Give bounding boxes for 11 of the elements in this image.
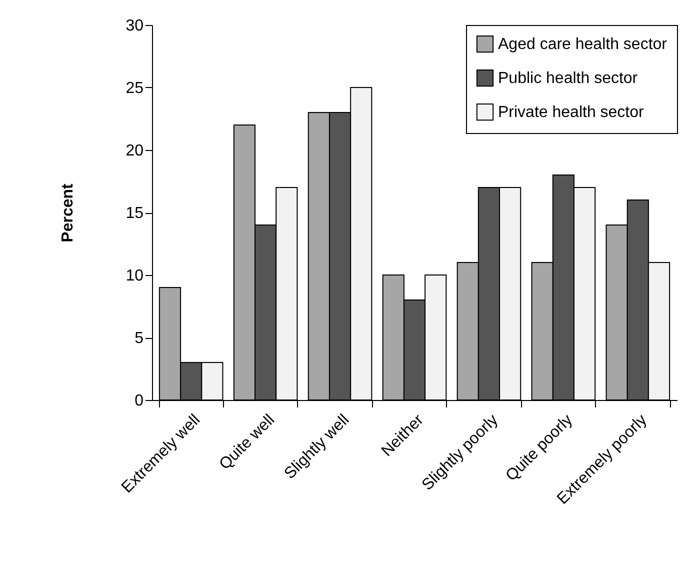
y-tick-label: 25 [126,80,144,97]
legend-label: Aged care health sector [498,36,668,53]
y-tick-label: 5 [134,330,144,347]
legend-label: Public health sector [498,70,638,87]
y-tick-label: 15 [126,205,144,222]
y-tick-label: 30 [126,18,144,34]
y-axis-title: Percent [60,182,77,242]
y-tick-label: 10 [126,268,144,284]
y-tick-label: 0 [134,392,144,410]
y-tick-label: 20 [126,142,144,160]
legend-label: Private health sector [498,104,645,121]
